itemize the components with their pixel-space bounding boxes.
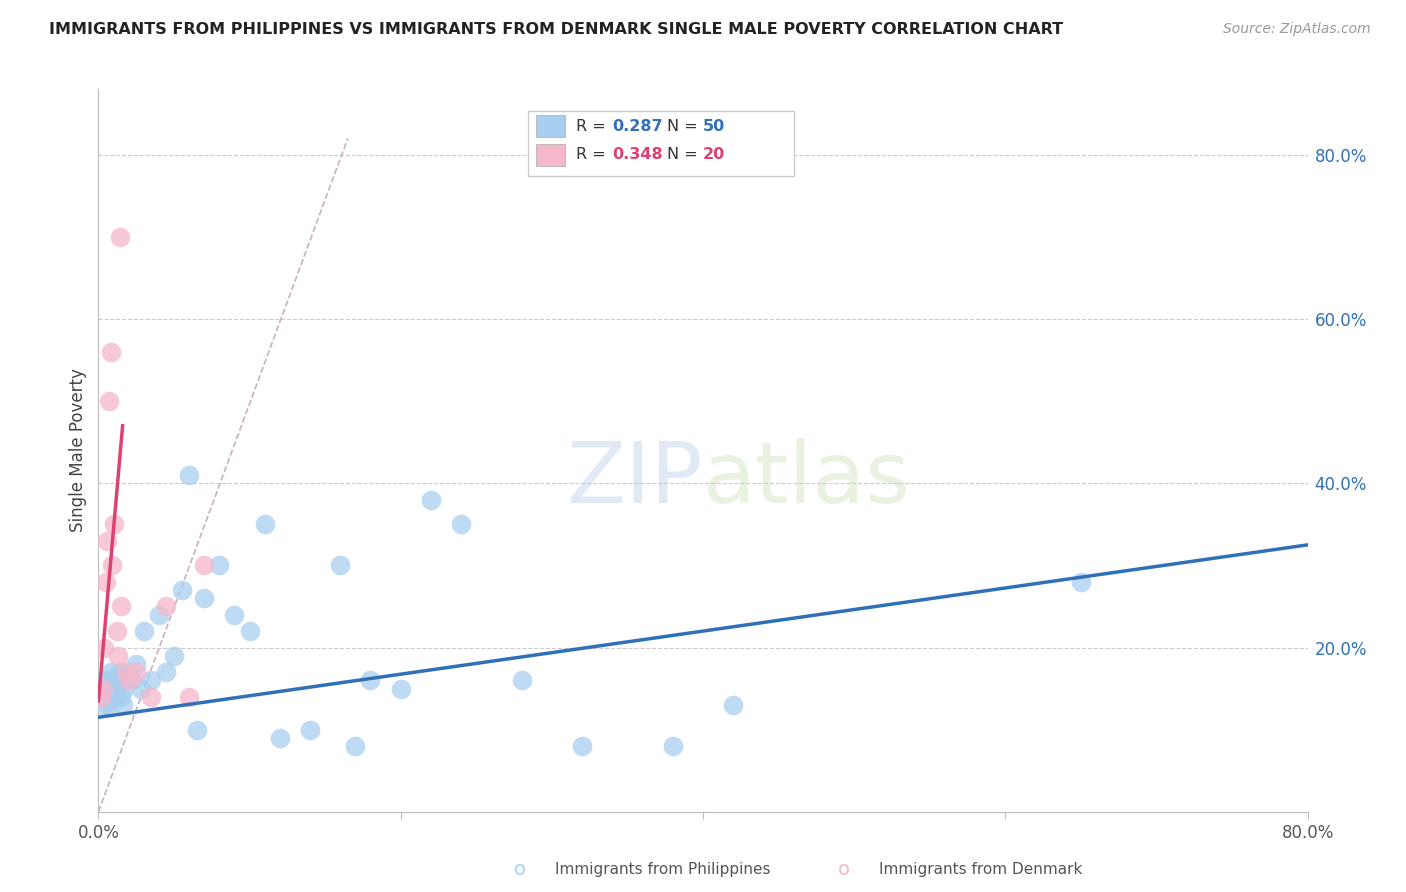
Point — [90, 690, 112, 704]
Point — [96, 533, 118, 548]
Point — [571, 739, 593, 753]
Point — [360, 673, 382, 688]
Point — [141, 673, 163, 688]
Y-axis label: Single Male Poverty: Single Male Poverty — [69, 368, 87, 533]
Point — [186, 723, 208, 737]
Point — [108, 230, 131, 244]
Point — [96, 681, 118, 696]
Text: ZIP: ZIP — [567, 438, 703, 521]
Point — [450, 517, 472, 532]
Point — [114, 673, 136, 688]
Point — [510, 673, 533, 688]
Text: o: o — [838, 860, 849, 880]
Text: o: o — [515, 860, 526, 880]
Point — [91, 681, 114, 696]
Point — [110, 599, 132, 614]
Point — [94, 673, 117, 688]
Point — [193, 591, 215, 606]
Point — [125, 665, 148, 680]
Point — [118, 665, 141, 680]
Point — [103, 517, 125, 532]
Point — [104, 681, 127, 696]
Point — [132, 624, 155, 639]
Point — [121, 673, 143, 688]
Text: Immigrants from Denmark: Immigrants from Denmark — [879, 863, 1083, 877]
Point — [114, 665, 136, 680]
Point — [125, 657, 148, 671]
Point — [170, 582, 193, 597]
FancyBboxPatch shape — [527, 111, 793, 176]
Point — [94, 681, 117, 696]
Point — [224, 607, 246, 622]
Point — [118, 673, 141, 688]
Text: 0.348: 0.348 — [613, 147, 664, 162]
Point — [94, 574, 117, 589]
Point — [269, 731, 291, 745]
Point — [105, 624, 128, 639]
Point — [661, 739, 683, 753]
Point — [110, 690, 132, 704]
Point — [91, 690, 114, 704]
Point — [101, 681, 124, 696]
Point — [253, 517, 276, 532]
Text: atlas: atlas — [703, 438, 911, 521]
Point — [107, 673, 129, 688]
Point — [93, 698, 115, 712]
Point — [107, 648, 129, 663]
Point — [239, 624, 262, 639]
Point — [96, 690, 118, 704]
Point — [420, 492, 443, 507]
Point — [208, 558, 231, 573]
Point — [141, 690, 163, 704]
Point — [723, 698, 745, 712]
Text: N =: N = — [666, 119, 703, 134]
Text: R =: R = — [576, 147, 612, 162]
Text: 0.287: 0.287 — [613, 119, 664, 134]
Point — [155, 599, 177, 614]
Text: 50: 50 — [703, 119, 725, 134]
Point — [100, 673, 122, 688]
Point — [179, 690, 201, 704]
Point — [329, 558, 352, 573]
Text: IMMIGRANTS FROM PHILIPPINES VS IMMIGRANTS FROM DENMARK SINGLE MALE POVERTY CORRE: IMMIGRANTS FROM PHILIPPINES VS IMMIGRANT… — [49, 22, 1063, 37]
FancyBboxPatch shape — [536, 145, 565, 166]
Point — [93, 640, 115, 655]
Point — [103, 673, 125, 688]
Text: Immigrants from Philippines: Immigrants from Philippines — [555, 863, 770, 877]
Point — [98, 394, 121, 409]
FancyBboxPatch shape — [536, 115, 565, 136]
Text: R =: R = — [576, 119, 612, 134]
Point — [299, 723, 322, 737]
Text: Source: ZipAtlas.com: Source: ZipAtlas.com — [1223, 22, 1371, 37]
Point — [163, 648, 186, 663]
Text: 20: 20 — [703, 147, 725, 162]
Point — [98, 698, 121, 712]
Point — [100, 665, 122, 680]
Point — [155, 665, 177, 680]
Point — [111, 698, 134, 712]
Point — [148, 607, 170, 622]
Point — [179, 468, 201, 483]
Point — [103, 690, 125, 704]
Point — [389, 681, 412, 696]
Point — [105, 690, 128, 704]
Point — [129, 681, 152, 696]
Point — [108, 665, 131, 680]
Point — [112, 681, 135, 696]
Point — [101, 558, 124, 573]
Point — [344, 739, 367, 753]
Point — [193, 558, 215, 573]
Point — [1070, 574, 1092, 589]
Text: N =: N = — [666, 147, 703, 162]
Point — [100, 345, 122, 359]
